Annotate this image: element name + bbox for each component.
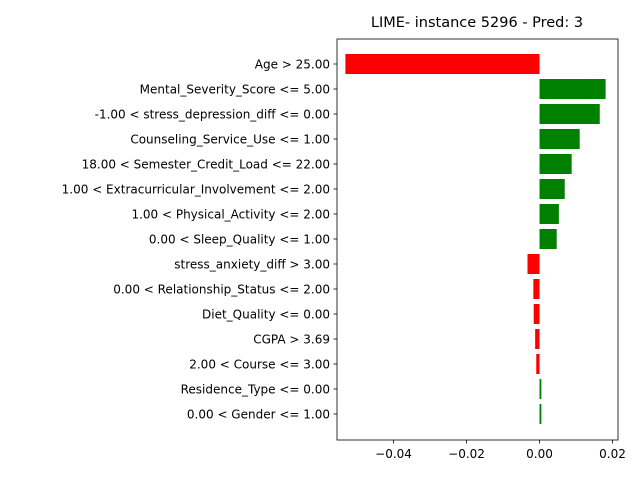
bar [539,129,580,149]
y-tick-label: Residence_Type <= 0.00 [181,383,330,397]
bar [539,179,565,199]
y-tick-label: 2.00 < Course <= 3.00 [189,358,330,372]
y-tick-label: Counseling_Service_Use <= 1.00 [130,133,330,147]
bar [535,329,540,349]
bars-group [345,54,606,424]
bar [539,379,542,399]
x-tick-label: −0.04 [375,447,412,461]
y-tick-label: Diet_Quality <= 0.00 [202,308,330,322]
chart-title: LIME- instance 5296 - Pred: 3 [371,15,583,31]
bar [539,79,606,99]
bar [539,104,600,124]
y-tick-label: 1.00 < Extracurricular_Involvement <= 2.… [62,183,330,197]
bar [539,154,572,174]
plot-frame [336,38,619,441]
x-tick-label: 0.00 [526,447,553,461]
bar [539,204,559,224]
bar [533,279,540,299]
bar [345,54,540,74]
bar [533,304,540,324]
y-tick-label: -1.00 < stress_depression_diff <= 0.00 [95,108,330,122]
y-tick-label: 0.00 < Gender <= 1.00 [187,408,330,422]
x-axis-ticks: −0.04 −0.02 0.00 0.02 [375,440,626,461]
y-tick-label: 0.00 < Relationship_Status <= 2.00 [113,283,330,297]
x-tick-label: 0.02 [599,447,626,461]
bar [527,254,540,274]
y-tick-label: CGPA > 3.69 [253,333,330,347]
y-tick-label: Age > 25.00 [255,58,330,72]
y-tick-label: 0.00 < Sleep_Quality <= 1.00 [149,233,330,247]
y-tick-label: 1.00 < Physical_Activity <= 2.00 [131,208,330,222]
y-tick-label: 18.00 < Semester_Credit_Load <= 22.00 [82,158,330,172]
y-tick-labels: Age > 25.00 Mental_Severity_Score <= 5.00… [62,58,337,422]
bar [539,404,542,424]
bar [536,354,540,374]
bar [539,229,557,249]
y-tick-label: stress_anxiety_diff > 3.00 [174,258,330,272]
x-tick-label: −0.02 [448,447,485,461]
y-tick-label: Mental_Severity_Score <= 5.00 [140,83,330,97]
